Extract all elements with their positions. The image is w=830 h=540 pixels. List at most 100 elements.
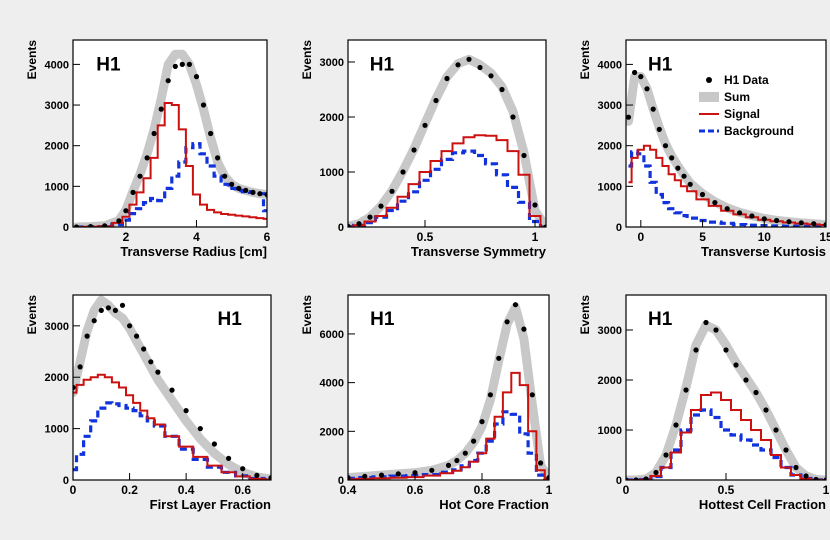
series-signal-line [348,134,546,227]
data-point [222,173,228,179]
plot-area [73,295,271,480]
data-point [362,473,368,479]
y-tick-label: 1000 [45,424,69,436]
data-point [466,56,472,62]
data-point [77,364,83,370]
y-tick-label: 3000 [320,57,344,69]
x-tick-label: 0.6 [407,483,424,497]
data-point [699,191,706,198]
legend-item: Sum [699,90,750,104]
data-point [650,106,656,112]
plot-frame [625,39,827,228]
data-point [761,216,767,222]
x-tick-label: 15 [819,230,830,244]
data-point [400,169,406,175]
y-axis-label: Events [25,295,39,335]
data-point [811,221,817,227]
data-point [462,450,468,456]
data-point [793,464,799,471]
data-point [546,475,549,480]
data-point [512,302,519,308]
data-point [348,475,351,480]
data-point [367,214,373,220]
y-tick-label: 2000 [598,375,622,387]
data-point [644,86,650,92]
panel-3: 0 5 10 15 0 1000 2000 3000 4000 Transverse Kurtos… [578,39,830,259]
legend-item: Background [699,124,794,138]
data-point [496,355,502,361]
x-tick-label: 0 [637,230,644,244]
data-point [197,426,203,432]
data-point [543,224,546,227]
data-point [532,202,538,208]
data-point [116,218,122,224]
panel-6: 0 0.5 1 0 1000 2000 3000 Hottest Cell Fraction E… [578,294,830,512]
data-point [669,155,675,161]
data-point [538,460,544,466]
data-point [105,305,111,311]
data-point [229,181,235,187]
data-point [783,447,789,453]
data-point [433,97,439,104]
data-point [626,477,629,480]
data-point [445,462,452,468]
data-point [529,392,535,398]
data-point [477,64,483,71]
data-point [137,173,143,179]
y-tick-label: 0 [338,222,344,234]
data-point [378,203,384,209]
data-point [643,476,649,480]
data-point [102,223,108,227]
x-tick-label: 2 [123,230,130,244]
data-point [737,210,743,216]
data-point [663,452,669,458]
data-point [183,408,189,414]
data-point [236,185,242,191]
y-tick-label: 0 [616,475,622,487]
x-tick-label: 0.4 [178,483,195,497]
data-point [127,323,133,329]
data-point [521,326,527,332]
y-tick-label: 1000 [598,425,622,437]
data-point [378,472,385,478]
data-point [148,359,154,365]
series-background-line [348,149,546,227]
data-point [395,471,401,477]
data-point [268,475,271,480]
data-point [823,222,826,227]
x-tick-label: 0.5 [718,483,735,497]
data-point [638,74,644,80]
y-tick-label: 1000 [320,167,344,179]
data-point [713,327,719,333]
data-point [141,346,147,352]
x-tick-label: 0.4 [340,483,357,497]
data-point [264,191,267,198]
legend-item: H1 Data [706,73,769,87]
y-axis-label: Events [25,40,39,80]
y-tick-label: 1000 [45,181,69,193]
plot-area [348,295,549,480]
x-tick-label: 1 [823,483,830,497]
data-point [626,114,632,120]
x-axis-label: First Layer Fraction [150,497,271,512]
data-point [703,319,709,326]
x-tick-label: 1 [532,230,539,244]
data-point [786,219,792,225]
x-axis-label: Hot Core Fraction [439,497,549,512]
y-tick-label: 2000 [45,372,69,384]
y-tick-label: 3000 [45,100,69,112]
data-point [632,69,638,76]
data-point [823,477,826,480]
data-point [487,392,493,398]
data-point [479,419,485,425]
y-axis-label: Events [578,295,592,335]
data-point [673,422,679,428]
data-point [633,477,639,480]
data-point [88,224,94,227]
series-signal-line [626,391,826,480]
data-point [813,476,819,480]
data-point [444,75,450,82]
series-background-line [628,150,826,227]
data-point [521,152,527,159]
